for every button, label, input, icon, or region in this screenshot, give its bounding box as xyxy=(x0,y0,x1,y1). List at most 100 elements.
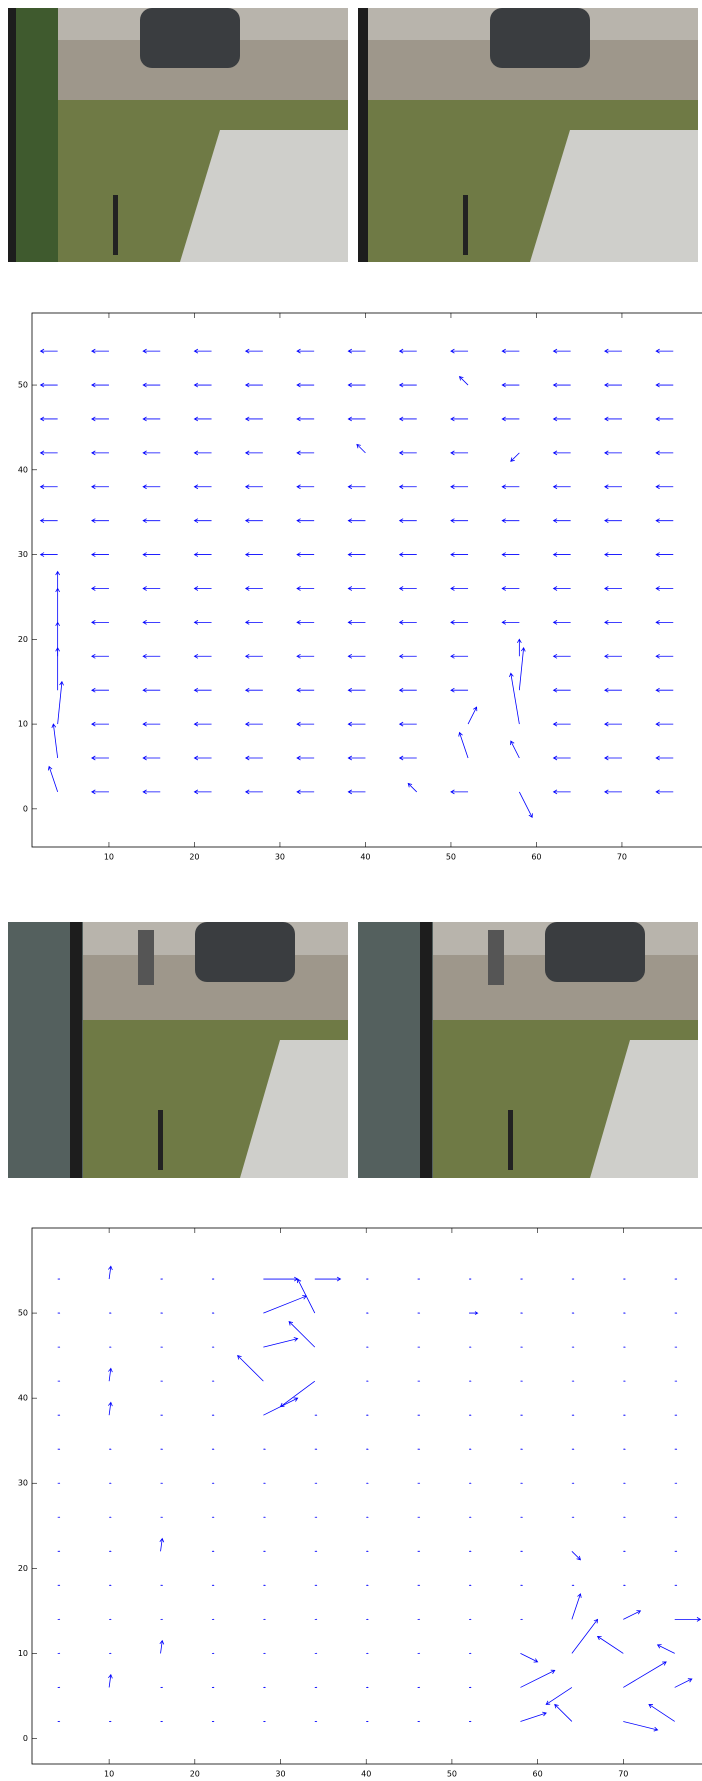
arrow xyxy=(366,1721,368,1722)
arrow xyxy=(469,1347,471,1348)
x-tick-label: 70 xyxy=(618,1770,628,1779)
figure: 1020304050607080010203040501020304050607… xyxy=(0,0,702,1781)
arrow xyxy=(161,1687,163,1688)
arrow xyxy=(623,1585,625,1586)
arrow xyxy=(469,1415,471,1416)
arrow xyxy=(418,1313,420,1314)
arrow xyxy=(58,1653,60,1654)
arrow xyxy=(675,1381,677,1382)
arrow xyxy=(212,1347,214,1348)
arrow xyxy=(263,1585,265,1586)
y-tick-label: 50 xyxy=(18,1309,28,1318)
arrow xyxy=(161,1483,163,1484)
arrow xyxy=(58,1381,60,1382)
arrow xyxy=(572,1449,574,1450)
arrow xyxy=(469,1279,471,1280)
arrow xyxy=(212,1619,214,1620)
arrow xyxy=(161,1347,163,1348)
arrow xyxy=(418,1381,420,1382)
arrow xyxy=(418,1449,420,1450)
arrow xyxy=(572,1415,574,1416)
arrow xyxy=(520,1347,522,1348)
arrow xyxy=(675,1585,677,1586)
arrow xyxy=(161,1517,163,1518)
arrow xyxy=(675,1449,677,1450)
arrow xyxy=(366,1585,368,1586)
arrow xyxy=(469,1517,471,1518)
arrow xyxy=(623,1415,625,1416)
arrow xyxy=(58,1517,60,1518)
arrow xyxy=(520,1381,522,1382)
arrow xyxy=(58,1483,60,1484)
x-tick-label: 10 xyxy=(104,853,114,862)
arrow xyxy=(469,1721,471,1722)
x-tick-label: 30 xyxy=(275,853,285,862)
arrow xyxy=(520,1551,522,1552)
arrow xyxy=(315,1653,317,1654)
arrow xyxy=(366,1619,368,1620)
arrow xyxy=(212,1279,214,1280)
arrow xyxy=(366,1449,368,1450)
arrow xyxy=(469,1483,471,1484)
arrow xyxy=(58,1687,60,1688)
arrow xyxy=(58,1585,60,1586)
arrow xyxy=(161,1619,163,1620)
arrow xyxy=(520,1279,522,1280)
arrow xyxy=(366,1347,368,1348)
x-tick-label: 20 xyxy=(190,1770,200,1779)
x-tick-label: 20 xyxy=(189,853,199,862)
arrow xyxy=(58,1313,60,1314)
y-tick-label: 50 xyxy=(18,381,28,390)
arrow xyxy=(623,1483,625,1484)
arrow xyxy=(212,1415,214,1416)
x-tick-label: 50 xyxy=(446,853,456,862)
photo-frame xyxy=(358,922,698,1178)
arrow xyxy=(109,1585,111,1586)
photo-frame xyxy=(358,8,698,262)
arrow xyxy=(109,1551,111,1552)
arrow xyxy=(572,1381,574,1382)
x-tick-label: 50 xyxy=(447,1770,457,1779)
x-tick-label: 60 xyxy=(533,1770,543,1779)
arrow xyxy=(212,1551,214,1552)
arrow xyxy=(109,1313,111,1314)
x-tick-label: 40 xyxy=(361,1770,371,1779)
arrow xyxy=(366,1551,368,1552)
y-tick-label: 40 xyxy=(18,1394,28,1403)
arrow xyxy=(263,1653,265,1654)
arrow xyxy=(623,1449,625,1450)
plot-area xyxy=(32,1228,702,1764)
arrow xyxy=(212,1721,214,1722)
arrow xyxy=(366,1313,368,1314)
arrow xyxy=(675,1415,677,1416)
arrow xyxy=(520,1483,522,1484)
arrow xyxy=(161,1585,163,1586)
arrow xyxy=(623,1279,625,1280)
y-tick-label: 30 xyxy=(18,1479,28,1488)
y-tick-label: 20 xyxy=(18,1564,28,1573)
arrow xyxy=(161,1313,163,1314)
arrow xyxy=(520,1313,522,1314)
arrow xyxy=(366,1517,368,1518)
arrow xyxy=(109,1653,111,1654)
arrow xyxy=(315,1551,317,1552)
arrow xyxy=(315,1721,317,1722)
arrow xyxy=(212,1585,214,1586)
arrow xyxy=(520,1415,522,1416)
arrow xyxy=(161,1279,163,1280)
arrow xyxy=(418,1483,420,1484)
arrow xyxy=(161,1449,163,1450)
photo-frame xyxy=(8,8,348,262)
arrow xyxy=(572,1313,574,1314)
arrow xyxy=(161,1381,163,1382)
y-tick-label: 10 xyxy=(18,720,28,729)
y-tick-label: 30 xyxy=(18,550,28,559)
arrow xyxy=(263,1483,265,1484)
arrow xyxy=(623,1381,625,1382)
arrow xyxy=(263,1619,265,1620)
arrow xyxy=(212,1381,214,1382)
arrow xyxy=(675,1483,677,1484)
arrow xyxy=(572,1517,574,1518)
x-tick-label: 40 xyxy=(360,853,370,862)
